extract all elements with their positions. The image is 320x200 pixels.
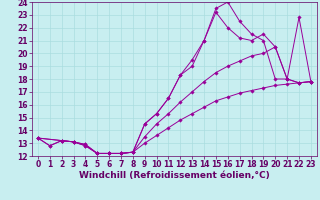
X-axis label: Windchill (Refroidissement éolien,°C): Windchill (Refroidissement éolien,°C) bbox=[79, 171, 270, 180]
